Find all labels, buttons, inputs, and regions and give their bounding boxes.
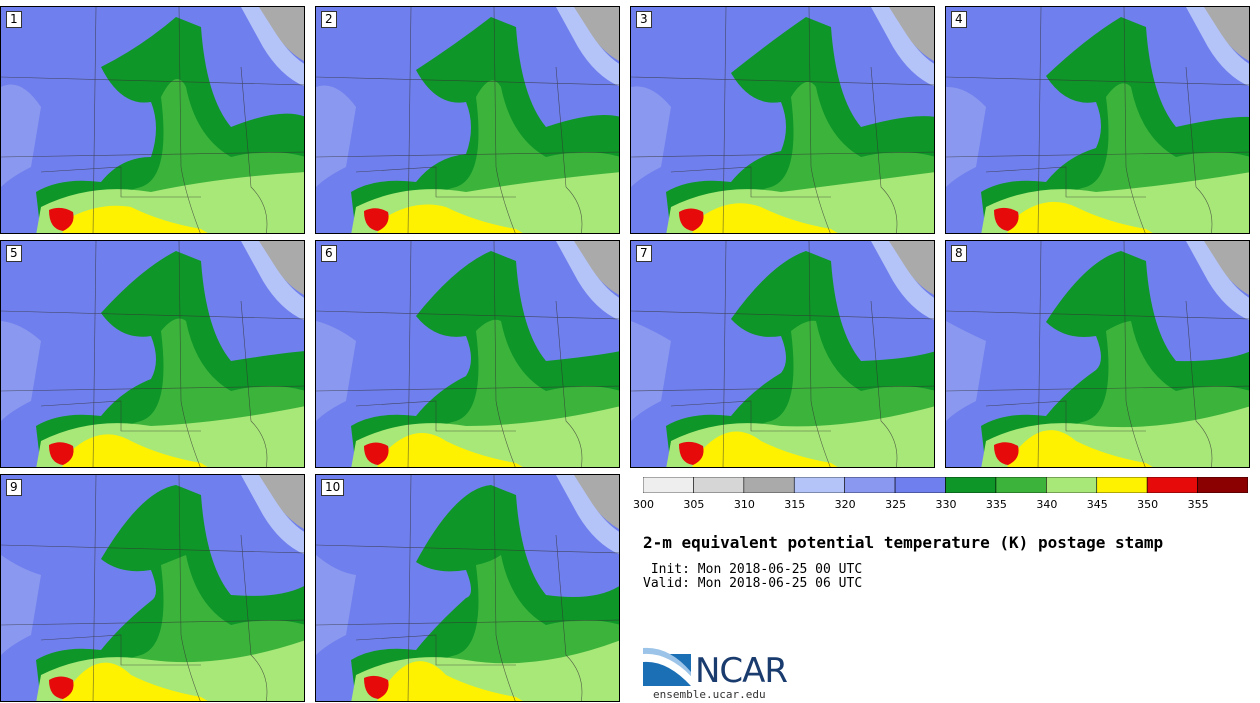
legend-tick-label: 330 [935,498,957,511]
theta-e-map [316,241,619,467]
legend-tick-label: 340 [1036,498,1058,511]
legend-swatch [793,477,845,493]
ensemble-member-panel-3: 3 [630,6,935,234]
member-number-label: 5 [6,245,22,262]
legend-swatch [1146,477,1198,493]
legend-swatch [844,477,896,493]
member-number-label: 4 [951,11,967,28]
member-number-label: 9 [6,479,22,496]
member-number-label: 3 [636,11,652,28]
theta-e-map [631,7,934,233]
legend-tick-label: 305 [683,498,705,511]
ensemble-member-panel-2: 2 [315,6,620,234]
ensemble-member-panel-9: 9 [0,474,305,702]
legend-swatch [693,477,745,493]
legend-swatch [1197,477,1248,493]
ensemble-member-panel-8: 8 [945,240,1250,468]
theta-e-map [1,241,304,467]
ncar-url: ensemble.ucar.edu [653,688,766,701]
member-number-label: 2 [321,11,337,28]
theta-e-map [316,475,619,701]
member-number-label: 7 [636,245,652,262]
member-number-label: 6 [321,245,337,262]
figure-title: 2-m equivalent potential temperature (K)… [643,533,1164,552]
color-scale-legend [643,477,1248,493]
theta-e-map [1,7,304,233]
member-number-label: 1 [6,11,22,28]
legend-tick-label: 315 [784,498,806,511]
theta-e-map [1,475,304,701]
ncar-logo-icon [643,647,691,686]
legend-swatch [945,477,997,493]
theta-e-map [316,7,619,233]
member-number-label: 8 [951,245,967,262]
legend-tick-label: 325 [885,498,907,511]
legend-tick-label: 310 [733,498,755,511]
init-time: Init: Mon 2018-06-25 00 UTC [643,562,863,577]
legend-tick-label: 350 [1137,498,1159,511]
legend-tick-label: 320 [834,498,856,511]
ncar-logo-text: NCAR [695,651,788,691]
member-number-label: 10 [321,479,345,496]
ensemble-member-panel-6: 6 [315,240,620,468]
theta-e-map [631,241,934,467]
legend-swatch [643,477,694,493]
legend-swatch [995,477,1047,493]
legend-tick-label: 345 [1086,498,1108,511]
theta-e-map [946,7,1249,233]
legend-tick-label: 300 [633,498,654,511]
legend-tick-label: 335 [985,498,1007,511]
valid-time: Valid: Mon 2018-06-25 06 UTC [643,576,863,591]
legend-swatch [1046,477,1098,493]
legend-swatch [743,477,795,493]
legend-tick-label: 355 [1187,498,1209,511]
theta-e-map [946,241,1249,467]
ensemble-member-panel-10: 10 [315,474,620,702]
ensemble-member-panel-5: 5 [0,240,305,468]
ensemble-member-panel-1: 1 [0,6,305,234]
legend-swatch [894,477,946,493]
ensemble-member-panel-4: 4 [945,6,1250,234]
legend-swatch [1096,477,1148,493]
ensemble-member-panel-7: 7 [630,240,935,468]
